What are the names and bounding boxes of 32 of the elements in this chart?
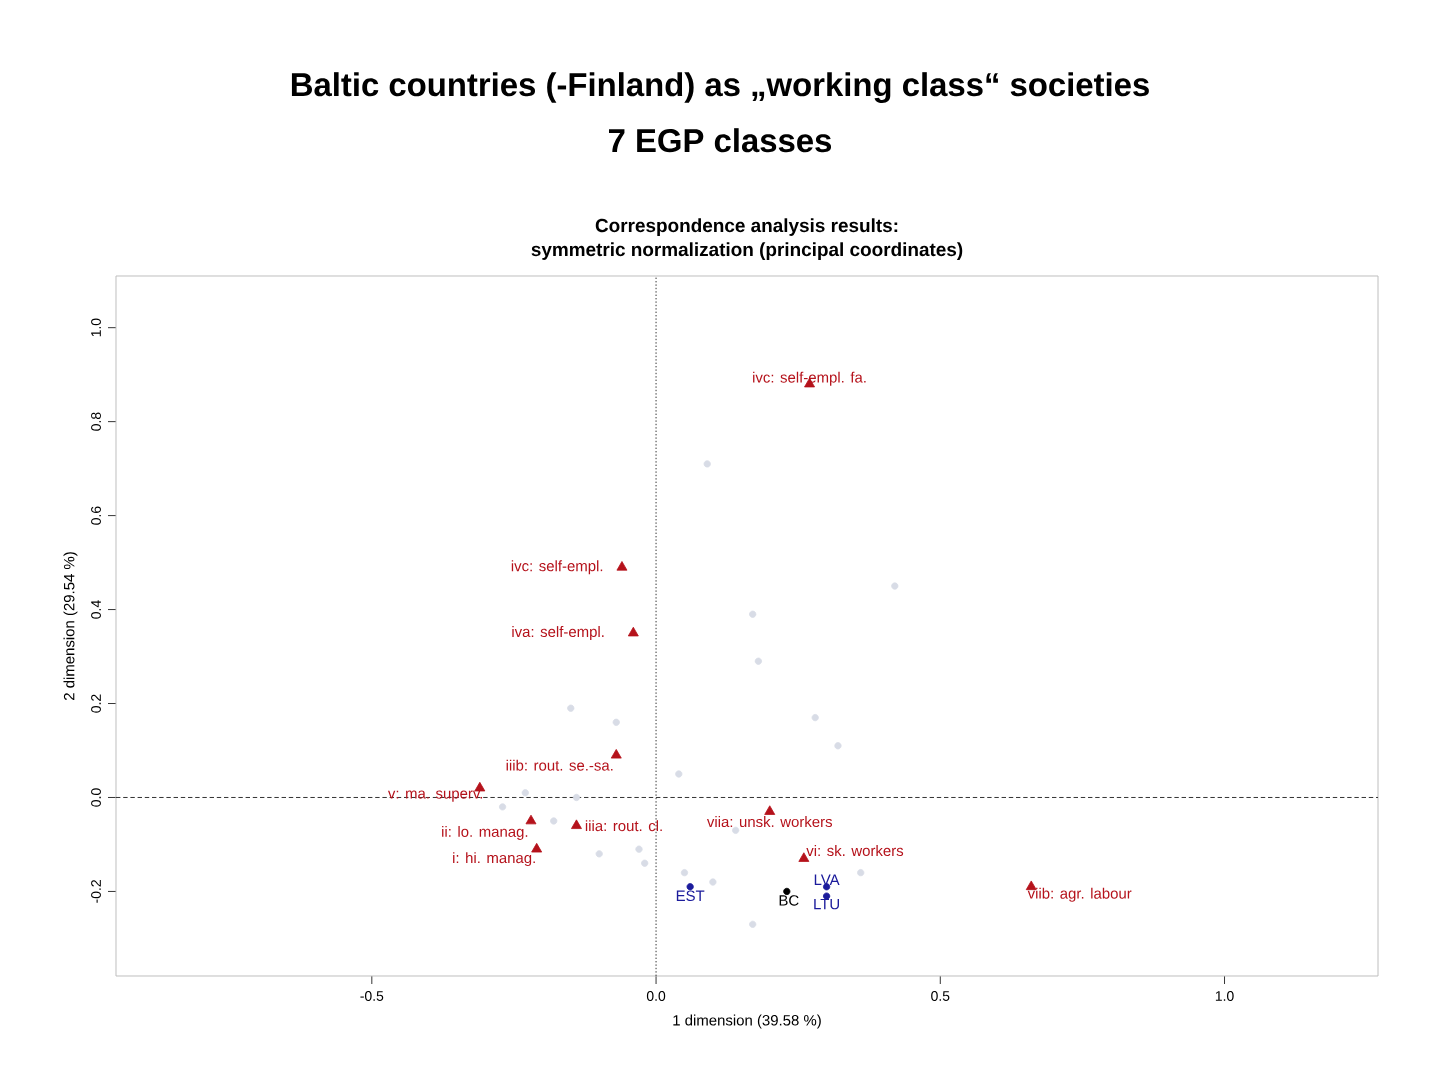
point: [703, 460, 711, 468]
point: [749, 610, 757, 618]
point: [595, 850, 603, 858]
point: [635, 845, 643, 853]
point: [754, 657, 762, 665]
point: [732, 826, 740, 834]
point: [550, 817, 558, 825]
point: [675, 770, 683, 778]
point: [627, 626, 639, 637]
point: [610, 748, 622, 759]
point: [891, 582, 899, 590]
point: [680, 869, 689, 877]
point: [571, 819, 582, 829]
point: [749, 920, 757, 928]
point: [525, 814, 537, 825]
point: [531, 842, 543, 853]
point: [572, 793, 581, 802]
point: [834, 742, 842, 750]
chart-subtitle: 7 EGP classes: [609, 128, 832, 153]
chart-title: Baltic countries (-Finland) as „working class“ societies: [291, 72, 1149, 103]
point: [811, 714, 819, 722]
point: [616, 561, 628, 571]
point: [857, 869, 865, 877]
point: [498, 803, 507, 811]
point: [764, 805, 776, 815]
text: symmetric normalization (principal coordinates): [531, 242, 963, 260]
point: [641, 859, 649, 867]
point: [567, 704, 575, 712]
point: [709, 878, 717, 886]
point: [612, 718, 620, 726]
text: Correspondence analysis results:: [595, 218, 898, 236]
point: [521, 789, 529, 797]
